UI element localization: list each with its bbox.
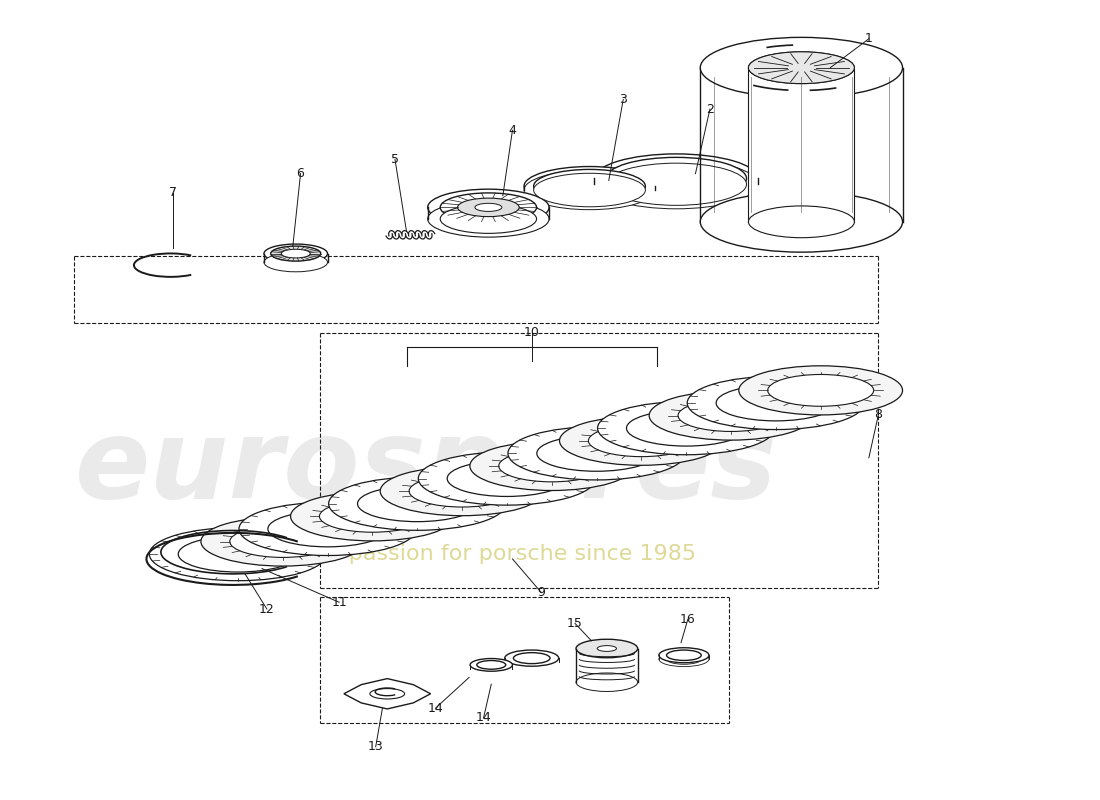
Text: 7: 7 xyxy=(169,186,177,199)
Ellipse shape xyxy=(534,174,646,206)
Ellipse shape xyxy=(594,154,758,203)
Ellipse shape xyxy=(201,517,364,566)
Ellipse shape xyxy=(560,416,723,466)
Ellipse shape xyxy=(475,203,502,211)
Ellipse shape xyxy=(440,193,537,222)
Ellipse shape xyxy=(606,158,747,199)
Ellipse shape xyxy=(524,170,654,210)
Text: 4: 4 xyxy=(508,124,516,137)
Ellipse shape xyxy=(428,189,549,226)
Ellipse shape xyxy=(458,198,519,217)
Ellipse shape xyxy=(268,511,387,547)
Ellipse shape xyxy=(264,253,328,272)
Ellipse shape xyxy=(498,450,605,482)
Ellipse shape xyxy=(381,466,543,516)
FancyBboxPatch shape xyxy=(748,68,855,222)
Ellipse shape xyxy=(768,374,873,406)
Ellipse shape xyxy=(659,648,708,662)
Ellipse shape xyxy=(748,52,855,83)
Ellipse shape xyxy=(701,38,902,98)
Ellipse shape xyxy=(508,426,685,480)
Ellipse shape xyxy=(588,425,694,457)
Ellipse shape xyxy=(239,502,416,555)
Ellipse shape xyxy=(428,201,549,237)
Ellipse shape xyxy=(739,366,902,415)
Text: 15: 15 xyxy=(568,617,583,630)
Text: 5: 5 xyxy=(390,153,399,166)
Text: 13: 13 xyxy=(367,740,384,754)
Text: 8: 8 xyxy=(874,408,882,421)
Ellipse shape xyxy=(534,170,646,203)
Text: 9: 9 xyxy=(538,586,546,599)
Ellipse shape xyxy=(688,376,865,430)
Text: 1: 1 xyxy=(865,32,872,46)
Ellipse shape xyxy=(409,475,515,507)
Ellipse shape xyxy=(594,160,758,209)
Text: 12: 12 xyxy=(258,602,275,615)
Ellipse shape xyxy=(659,651,708,666)
Text: eurospares: eurospares xyxy=(75,414,777,521)
Ellipse shape xyxy=(150,527,327,581)
Ellipse shape xyxy=(748,52,855,83)
Ellipse shape xyxy=(448,461,566,497)
Ellipse shape xyxy=(576,673,638,691)
Ellipse shape xyxy=(649,391,813,440)
Ellipse shape xyxy=(470,658,513,671)
Ellipse shape xyxy=(370,689,405,699)
Ellipse shape xyxy=(701,191,902,252)
Ellipse shape xyxy=(319,501,426,532)
Text: 16: 16 xyxy=(680,613,695,626)
Text: 14: 14 xyxy=(475,711,492,724)
Ellipse shape xyxy=(716,385,836,421)
Polygon shape xyxy=(344,678,430,709)
Ellipse shape xyxy=(537,435,657,471)
Ellipse shape xyxy=(470,442,634,490)
Ellipse shape xyxy=(748,206,855,238)
Ellipse shape xyxy=(678,400,784,431)
Text: 11: 11 xyxy=(331,596,346,609)
Ellipse shape xyxy=(576,639,638,658)
Text: 10: 10 xyxy=(524,326,540,339)
Ellipse shape xyxy=(505,650,559,666)
Ellipse shape xyxy=(290,492,454,541)
Text: 14: 14 xyxy=(428,702,443,714)
Ellipse shape xyxy=(606,163,747,206)
Text: 6: 6 xyxy=(297,167,305,180)
Ellipse shape xyxy=(358,486,477,522)
Ellipse shape xyxy=(514,653,550,664)
Ellipse shape xyxy=(476,661,506,670)
Ellipse shape xyxy=(597,646,616,651)
Ellipse shape xyxy=(264,244,328,263)
Text: 3: 3 xyxy=(619,93,627,106)
Ellipse shape xyxy=(627,410,746,446)
Text: a passion for porsche since 1985: a passion for porsche since 1985 xyxy=(329,544,696,564)
Ellipse shape xyxy=(329,477,506,530)
Ellipse shape xyxy=(667,654,701,664)
Ellipse shape xyxy=(178,536,298,572)
Ellipse shape xyxy=(230,526,336,558)
Ellipse shape xyxy=(282,250,310,258)
Ellipse shape xyxy=(418,452,595,505)
FancyBboxPatch shape xyxy=(701,68,902,222)
Ellipse shape xyxy=(271,246,321,261)
Ellipse shape xyxy=(524,166,654,206)
Text: 2: 2 xyxy=(706,102,714,116)
Ellipse shape xyxy=(440,205,537,234)
Ellipse shape xyxy=(597,402,774,454)
Ellipse shape xyxy=(667,650,701,661)
